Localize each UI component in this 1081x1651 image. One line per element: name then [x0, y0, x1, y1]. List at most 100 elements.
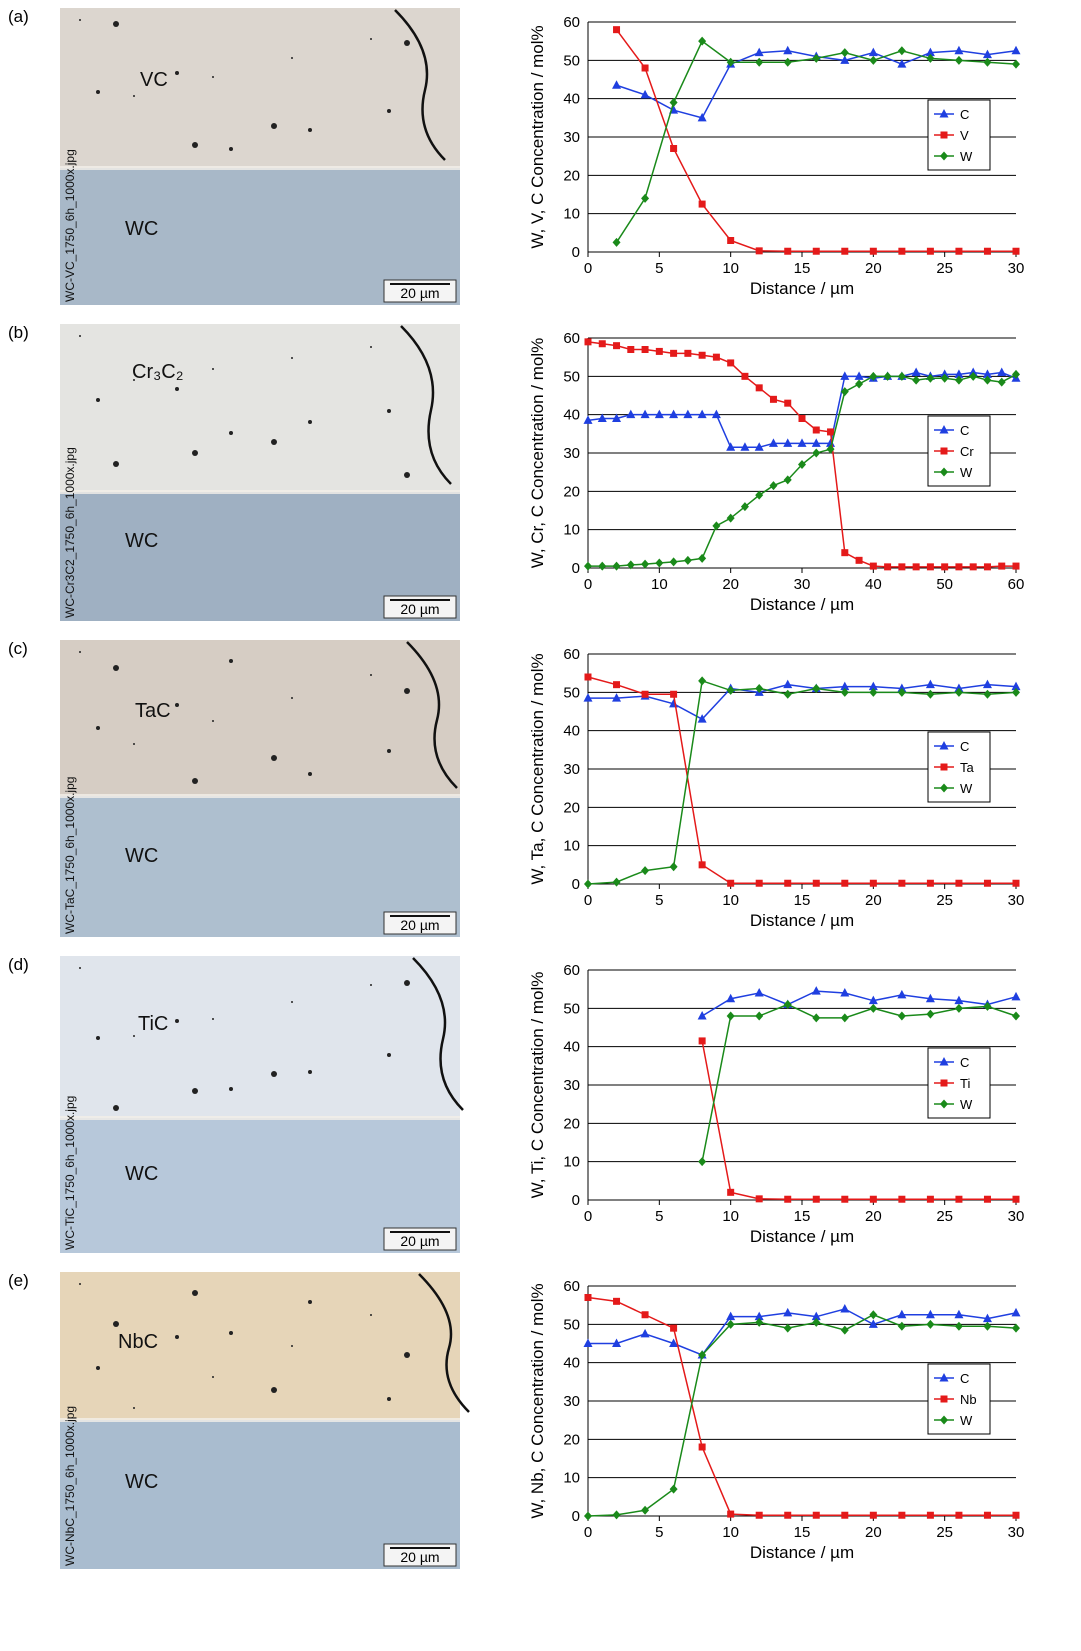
- pore: [113, 461, 119, 467]
- y-tick-label: 60: [563, 962, 580, 979]
- legend-label: V: [960, 128, 969, 143]
- scale-label: 20 µm: [400, 1233, 439, 1249]
- pore: [192, 1088, 198, 1094]
- scale-label: 20 µm: [400, 1549, 439, 1565]
- marker: [726, 1311, 736, 1321]
- marker: [1012, 879, 1020, 887]
- marker: [869, 687, 878, 697]
- chart: 0 10 20 30 40 50 60 0 5 10 15 20 25 30 Distance / µm W,…: [528, 1278, 1024, 1562]
- marker: [926, 563, 934, 571]
- marker: [811, 1311, 821, 1321]
- marker: [812, 448, 821, 458]
- marker: [768, 438, 778, 447]
- legend-label: C: [960, 107, 969, 122]
- marker: [840, 1013, 849, 1023]
- pore: [308, 1300, 312, 1304]
- marker: [940, 131, 948, 139]
- marker: [841, 549, 849, 557]
- x-tick-label: 15: [794, 260, 811, 277]
- legend-label: Nb: [960, 1392, 977, 1407]
- series-line: [701, 1040, 1016, 1200]
- marker: [612, 237, 621, 247]
- marker: [612, 561, 621, 571]
- pore: [133, 1035, 135, 1037]
- crack: [406, 641, 458, 789]
- marker: [812, 1511, 820, 1519]
- marker: [897, 46, 906, 56]
- scale-box: [383, 279, 457, 303]
- marker: [1011, 991, 1021, 1001]
- marker: [812, 53, 821, 63]
- panel-label: (d): [8, 955, 29, 974]
- marker: [641, 559, 650, 569]
- series-line: [587, 679, 1017, 885]
- marker: [940, 1395, 948, 1403]
- marker: [926, 1511, 934, 1519]
- marker: [755, 1511, 763, 1519]
- marker: [954, 1003, 963, 1013]
- marker: [954, 1309, 964, 1319]
- marker: [869, 55, 878, 65]
- marker: [898, 879, 906, 887]
- marker: [613, 1297, 621, 1305]
- marker: [1012, 687, 1020, 697]
- marker: [898, 247, 906, 255]
- y-tick-label: 30: [563, 1077, 580, 1094]
- marker: [654, 409, 664, 419]
- marker: [955, 563, 963, 571]
- marker: [1012, 1323, 1020, 1333]
- pore: [291, 1001, 293, 1003]
- x-tick-label: 5: [655, 892, 663, 909]
- pore: [96, 726, 100, 730]
- marker: [969, 563, 977, 571]
- marker: [1012, 1511, 1020, 1519]
- x-tick-label: 5: [655, 1524, 663, 1541]
- y-tick-label: 0: [572, 560, 580, 577]
- y-tick-label: 20: [563, 483, 580, 500]
- marker: [954, 45, 964, 55]
- marker: [798, 415, 806, 422]
- marker: [925, 993, 935, 1003]
- marker: [641, 1311, 649, 1319]
- marker: [898, 1195, 906, 1203]
- x-tick-label: 20: [865, 1524, 882, 1541]
- marker: [784, 1511, 792, 1519]
- y-tick-label: 10: [563, 1154, 580, 1171]
- marker: [827, 428, 835, 436]
- marker: [982, 679, 992, 689]
- y-tick-label: 30: [563, 445, 580, 462]
- x-tick-label: 60: [1008, 576, 1025, 593]
- legend-label: W: [960, 149, 973, 164]
- legend-label: W: [960, 1097, 973, 1112]
- pore: [79, 335, 81, 337]
- marker: [755, 490, 764, 500]
- marker: [655, 558, 664, 568]
- marker: [584, 673, 592, 681]
- marker: [983, 247, 991, 255]
- marker: [955, 1511, 963, 1519]
- marker: [926, 1319, 935, 1329]
- y-axis-title: W, Cr, C Concentration / mol%: [528, 338, 547, 569]
- marker: [755, 684, 764, 693]
- marker: [812, 1013, 821, 1023]
- filename: WC-Cr3C2_1750_6h_1000x.jpg: [63, 447, 77, 618]
- marker: [869, 1003, 878, 1013]
- marker: [954, 683, 964, 692]
- x-tick-label: 0: [584, 892, 592, 909]
- marker: [940, 1099, 948, 1109]
- marker: [783, 57, 792, 67]
- chart: 0 10 20 30 40 50 60 0 5 10 15 20 25 30 Distance / µm W,…: [528, 962, 1024, 1246]
- x-tick-label: 25: [936, 1524, 953, 1541]
- marker: [840, 1325, 849, 1335]
- marker: [640, 409, 650, 419]
- marker: [798, 460, 806, 469]
- marker: [840, 687, 849, 697]
- marker: [1012, 369, 1020, 379]
- marker: [940, 763, 948, 771]
- pore: [133, 1407, 135, 1409]
- marker: [926, 1009, 935, 1019]
- substrate-label: WC: [125, 530, 158, 552]
- pore: [387, 109, 391, 113]
- marker: [698, 553, 707, 563]
